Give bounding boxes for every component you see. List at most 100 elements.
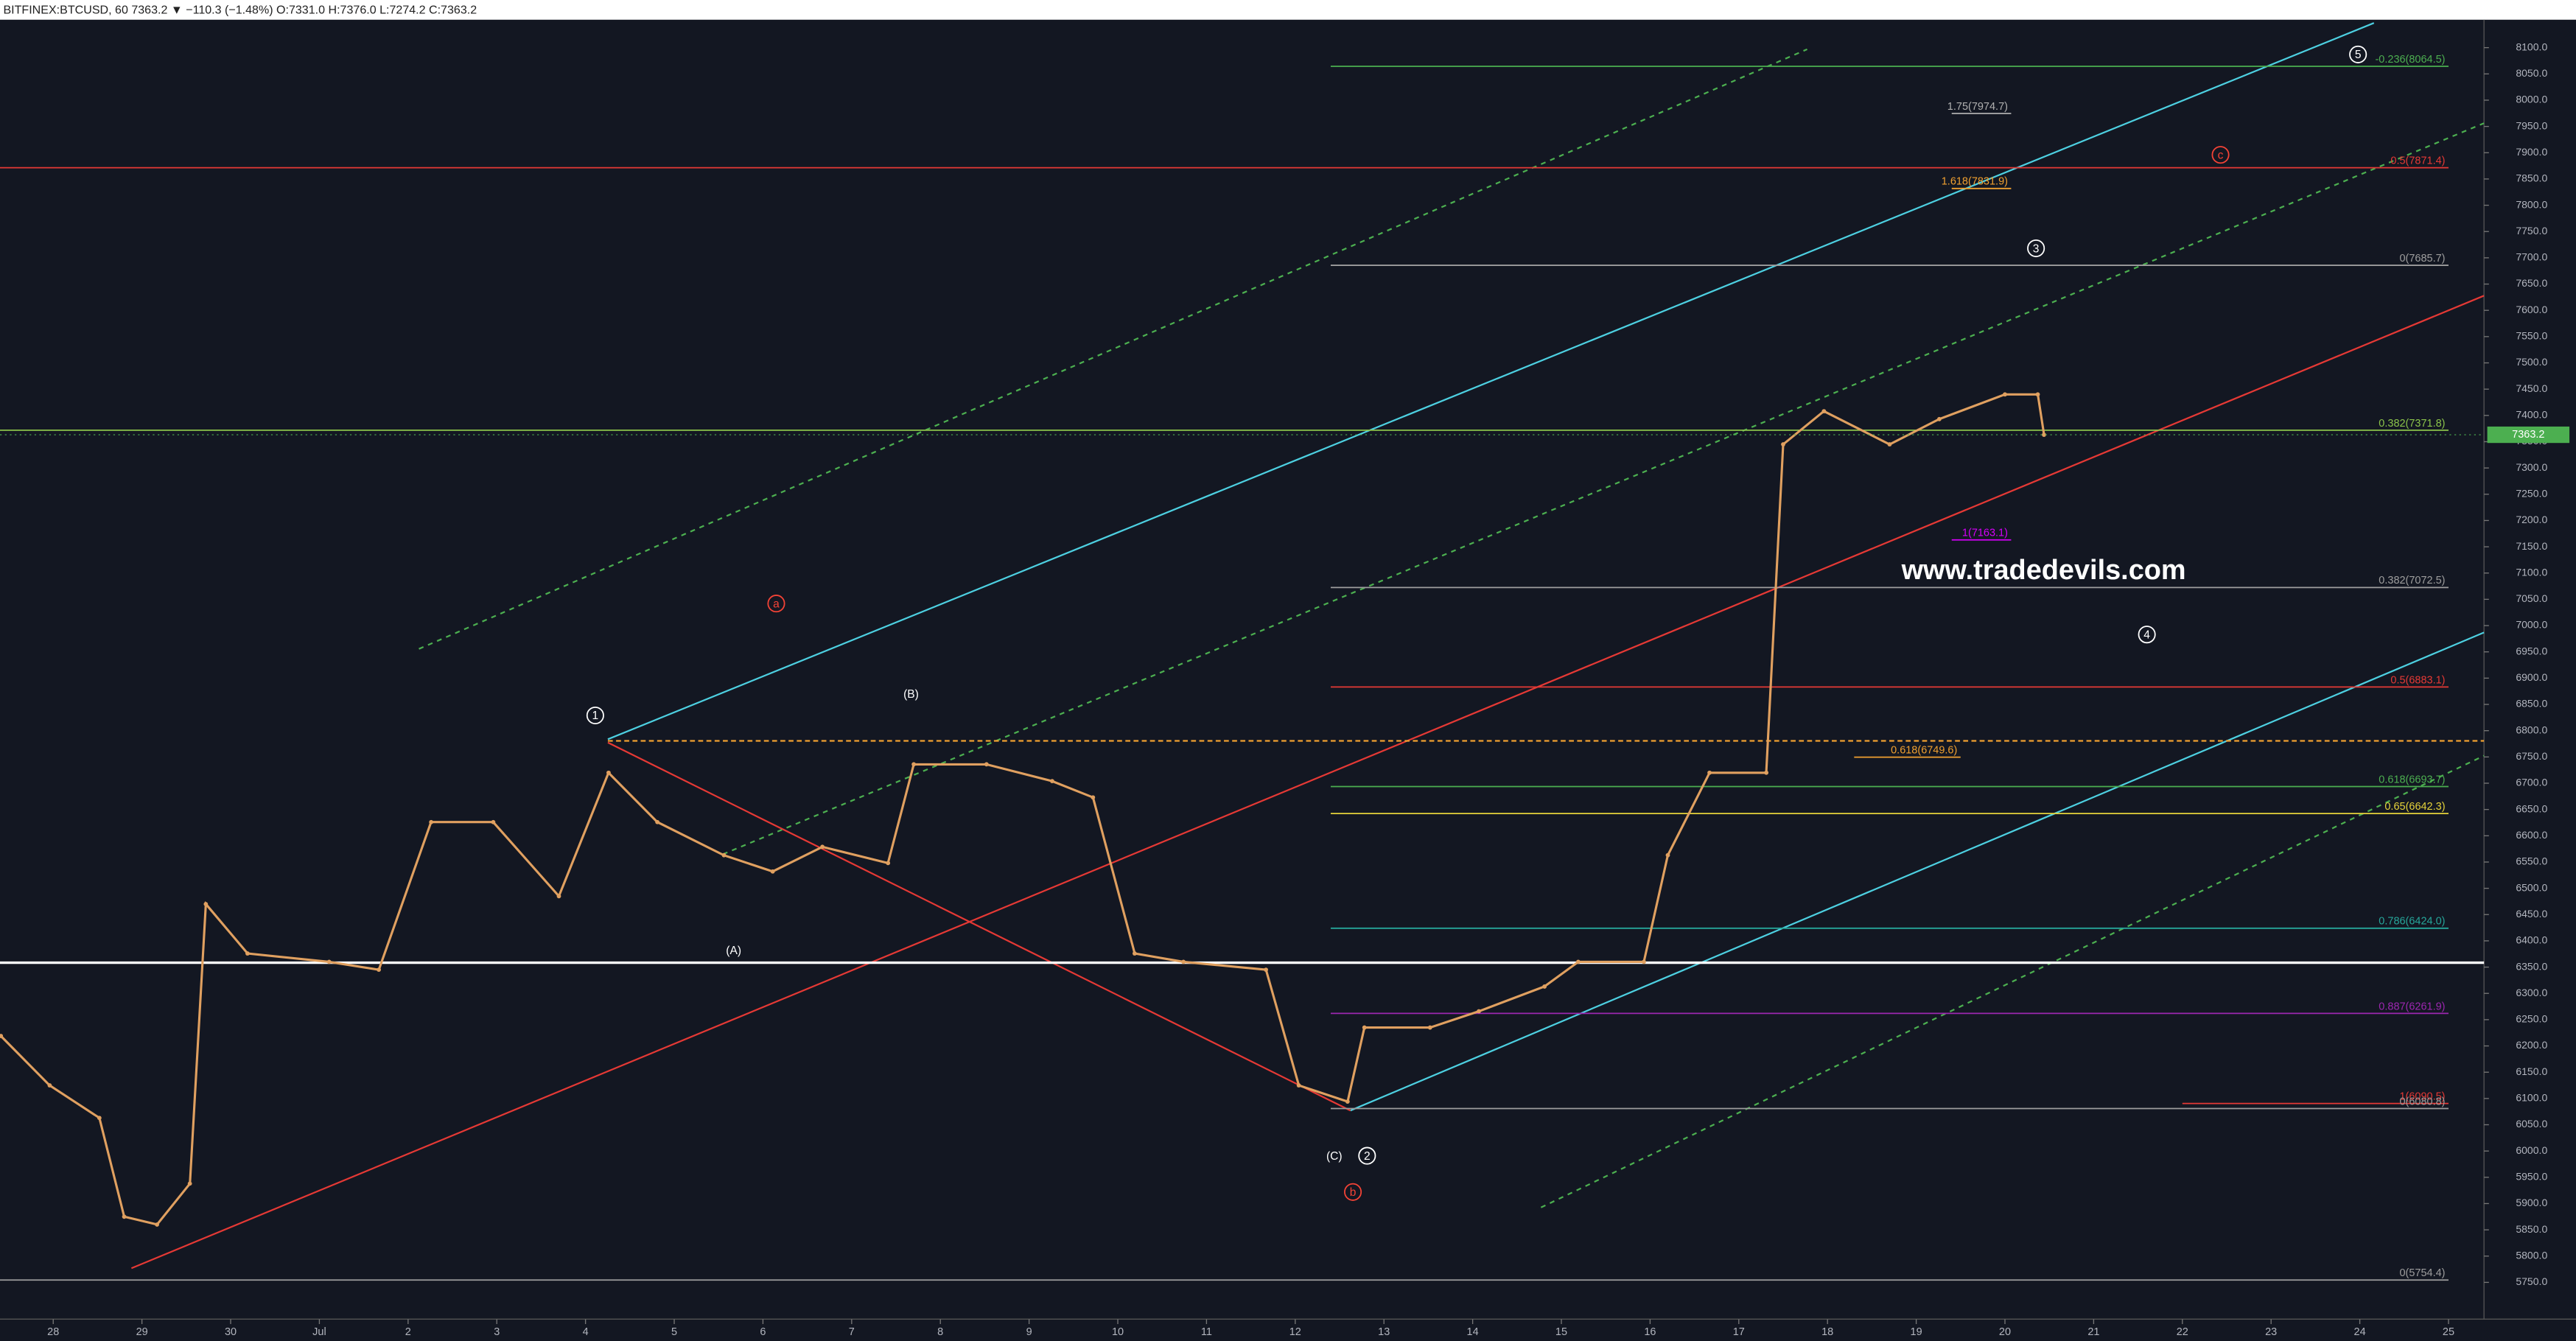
price-point xyxy=(1937,416,1942,421)
y-tick-label: 7600.0 xyxy=(2516,304,2547,315)
y-tick-label: 6550.0 xyxy=(2516,855,2547,867)
wave-circle xyxy=(2349,45,2367,63)
wave-circle xyxy=(2138,626,2156,644)
wave-label: 4 xyxy=(2143,629,2150,641)
x-tick-label: 17 xyxy=(1733,1326,1745,1338)
y-tick-label: 6900.0 xyxy=(2516,671,2547,683)
price-point xyxy=(556,894,561,899)
x-tick-label: 20 xyxy=(1999,1326,2011,1338)
y-tick-label: 6400.0 xyxy=(2516,934,2547,946)
x-tick-label: 22 xyxy=(2177,1326,2188,1338)
level-label: 0.5(7871.4) xyxy=(2390,155,2445,167)
y-tick-label: 7200.0 xyxy=(2516,514,2547,525)
price-point xyxy=(429,819,434,824)
channel-line xyxy=(607,741,1351,1112)
price-point xyxy=(187,1181,192,1186)
price-point xyxy=(122,1214,127,1219)
x-tick-label: 25 xyxy=(2443,1326,2454,1338)
x-tick-label: 13 xyxy=(1378,1326,1390,1338)
y-tick-label: 6700.0 xyxy=(2516,777,2547,788)
price-point xyxy=(203,902,209,906)
y-tick-label: 6150.0 xyxy=(2516,1065,2547,1077)
y-tick-label: 8050.0 xyxy=(2516,67,2547,79)
y-tick-label: 6850.0 xyxy=(2516,698,2547,710)
trend-lines xyxy=(0,22,2485,1270)
y-tick-label: 7050.0 xyxy=(2516,592,2547,604)
wave-label: (A) xyxy=(726,945,741,957)
wave-label: (B) xyxy=(903,688,919,701)
price-point xyxy=(1091,795,1096,800)
level-label: 0.5(6883.1) xyxy=(2390,674,2445,686)
price-point xyxy=(1642,959,1646,964)
wave-circle xyxy=(2211,146,2230,164)
y-tick-label: 7100.0 xyxy=(2516,566,2547,578)
y-tick-label: 6650.0 xyxy=(2516,802,2547,814)
price-point xyxy=(2003,392,2007,397)
y-tick-label: 6100.0 xyxy=(2516,1092,2547,1104)
price-point xyxy=(1665,852,1670,858)
wave-label: 2 xyxy=(1364,1150,1371,1163)
wave-circle xyxy=(2027,239,2045,258)
price-point xyxy=(1345,1099,1350,1104)
x-tick-label: 11 xyxy=(1201,1326,1212,1338)
price-point xyxy=(721,852,727,858)
price-point xyxy=(245,951,250,956)
level-label: 1(6090.5) xyxy=(2400,1091,2446,1103)
channel-line xyxy=(1350,631,2485,1112)
y-tick-label: 7650.0 xyxy=(2516,277,2547,289)
header-text: BITFINEX:BTCUSD, 60 7363.2 ▼ −110.3 (−1.… xyxy=(3,4,477,17)
y-tick-label: 6300.0 xyxy=(2516,987,2547,998)
price-point xyxy=(0,1034,4,1038)
y-tick-label: 6250.0 xyxy=(2516,1013,2547,1025)
y-tick-label: 7000.0 xyxy=(2516,619,2547,631)
y-tick-label: 7750.0 xyxy=(2516,225,2547,237)
level-label: 1.75(7974.7) xyxy=(1947,101,2008,113)
x-tick-label: 8 xyxy=(937,1326,943,1338)
last-price-label: 7363.2 xyxy=(2512,429,2544,441)
x-tick-label: 2 xyxy=(405,1326,411,1338)
price-point xyxy=(1887,442,1892,447)
y-tick-label: 5800.0 xyxy=(2516,1249,2547,1261)
price-point xyxy=(47,1083,52,1088)
channel-line xyxy=(607,22,2375,740)
price-point xyxy=(2035,392,2040,397)
level-label: 0.382(7072.5) xyxy=(2379,575,2445,587)
y-tick-label: 6200.0 xyxy=(2516,1039,2547,1051)
level-label: 0.618(6749.6) xyxy=(1891,745,1957,757)
last-price-box xyxy=(2487,426,2570,444)
level-label: 0(7685.7) xyxy=(2400,253,2446,265)
price-point xyxy=(1132,951,1137,956)
y-tick-label: 6600.0 xyxy=(2516,829,2547,841)
y-tick-label: 5950.0 xyxy=(2516,1171,2547,1183)
x-tick-label: Jul xyxy=(312,1326,326,1338)
x-tick-label: 4 xyxy=(583,1326,589,1338)
price-point xyxy=(326,959,332,964)
y-tick-label: 8100.0 xyxy=(2516,41,2547,52)
x-tick-label: 29 xyxy=(136,1326,148,1338)
price-point xyxy=(770,869,775,874)
x-tick-label: 15 xyxy=(1555,1326,1567,1338)
price-point xyxy=(911,762,916,767)
x-tick-label: 18 xyxy=(1821,1326,1833,1338)
price-point xyxy=(1821,409,1827,414)
level-label: -0.236(8064.5) xyxy=(2375,54,2445,66)
y-tick-label: 7250.0 xyxy=(2516,487,2547,499)
y-tick-label: 7900.0 xyxy=(2516,146,2547,158)
price-point xyxy=(1264,967,1268,973)
level-label: 0.382(7371.8) xyxy=(2379,418,2445,430)
wave-label: a xyxy=(773,598,780,610)
y-tick-label: 7300.0 xyxy=(2516,461,2547,473)
x-tick-label: 23 xyxy=(2265,1326,2277,1338)
x-tick-label: 14 xyxy=(1467,1326,1479,1338)
price-line xyxy=(0,393,2045,1226)
y-tick-label: 6750.0 xyxy=(2516,750,2547,762)
level-label: 0(5754.4) xyxy=(2400,1267,2446,1279)
x-tick-label: 19 xyxy=(1911,1326,1922,1338)
y-tick-label: 6800.0 xyxy=(2516,724,2547,735)
x-tick-label: 10 xyxy=(1112,1326,1124,1338)
x-tick-label: 9 xyxy=(1026,1326,1032,1338)
y-tick-label: 7400.0 xyxy=(2516,409,2547,421)
y-tick-label: 6350.0 xyxy=(2516,960,2547,972)
